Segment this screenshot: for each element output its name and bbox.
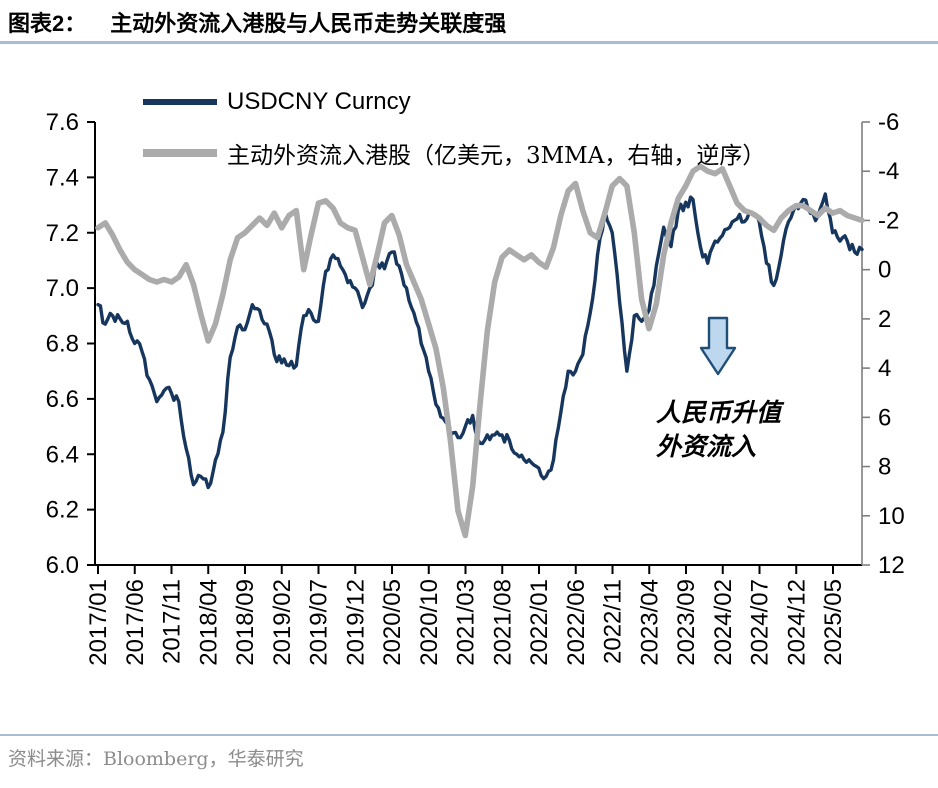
x-tick-label: 2023/09 <box>673 579 700 666</box>
chart-legend: USDCNY Curncy 主动外资流入港股（亿美元，3MMA，右轴，逆序） <box>143 88 765 170</box>
y-left-tick-label: 6.4 <box>46 441 79 468</box>
x-tick-label: 2025/05 <box>820 579 847 666</box>
y-right-tick-label: 12 <box>878 552 905 579</box>
chart-canvas: 2017/01 2017/06 2017/11 2018/04 2018/09 2019/… <box>46 109 905 666</box>
flow-line-swatch <box>143 149 217 157</box>
y-right-tick-label: 8 <box>878 454 891 481</box>
y-axis-left: 7.6 7.4 7.2 7.0 6.8 6.6 6.4 6.2 6.0 <box>46 109 96 579</box>
x-tick-label: 2017/11 <box>159 579 186 664</box>
y-left-tick-label: 6.0 <box>46 552 79 579</box>
y-left-tick-label: 7.2 <box>46 220 79 247</box>
x-tick-label: 2022/06 <box>563 579 590 666</box>
y-right-tick-label: 10 <box>878 503 905 530</box>
x-tick-label: 2022/11 <box>600 579 627 664</box>
x-tick-label: 2020/10 <box>416 579 443 666</box>
x-tick-label: 2019/12 <box>342 579 369 666</box>
x-tick-label: 2020/05 <box>379 579 406 666</box>
flow-line <box>95 163 865 539</box>
x-tick-label: 2024/07 <box>747 579 774 666</box>
x-tick-label: 2017/01 <box>85 579 112 666</box>
x-tick-label: 2021/03 <box>453 579 480 666</box>
figure-title-text: 主动外资流入港股与人民币走势关联度强 <box>110 11 507 36</box>
x-axis: 2017/01 2017/06 2017/11 2018/04 2018/09 2019/… <box>85 564 862 666</box>
x-tick-label: 2024/12 <box>783 579 810 666</box>
legend-item-usdcny: USDCNY Curncy <box>143 88 765 116</box>
down-arrow-icon <box>699 316 737 376</box>
chart-area: 2017/01 2017/06 2017/11 2018/04 2018/09 2019/… <box>0 60 938 732</box>
y-left-tick-label: 6.6 <box>46 386 79 413</box>
legend-item-flow: 主动外资流入港股（亿美元，3MMA，右轴，逆序） <box>143 136 765 170</box>
y-axis-right: -6 -4 -2 0 2 4 6 8 10 12 <box>861 109 905 579</box>
y-right-tick-label: 4 <box>878 355 891 382</box>
title-divider <box>0 41 938 44</box>
usdcny-line <box>96 192 864 490</box>
y-right-tick-label: -4 <box>878 158 899 185</box>
annotation-line2: 外资流入 <box>656 432 757 461</box>
source-note: 资料来源：Bloomberg，华泰研究 <box>8 748 304 770</box>
y-right-tick-label: 6 <box>878 404 891 431</box>
y-left-tick-label: 7.0 <box>46 275 79 302</box>
x-tick-label: 2017/06 <box>122 579 149 666</box>
x-tick-label: 2018/04 <box>195 579 222 666</box>
x-tick-label: 2019/07 <box>306 579 333 666</box>
x-tick-label: 2018/09 <box>232 579 259 666</box>
y-left-tick-label: 6.8 <box>46 331 79 358</box>
legend-label-usdcny: USDCNY Curncy <box>227 88 411 115</box>
x-tick-label: 2021/08 <box>489 579 516 666</box>
annotation-line1: 人民币升值 <box>656 398 782 427</box>
legend-label-flow: 主动外资流入港股（亿美元，3MMA，右轴，逆序） <box>227 143 766 169</box>
y-right-tick-label: 0 <box>878 257 891 284</box>
figure-title: 图表2： 主动外资流入港股与人民币走势关联度强 <box>8 6 506 38</box>
y-right-tick-label: -6 <box>878 109 899 136</box>
x-tick-label: 2023/04 <box>636 579 663 666</box>
usdcny-line-swatch <box>143 99 217 105</box>
x-tick-label: 2022/01 <box>526 579 553 666</box>
y-right-tick-label: 2 <box>878 306 891 333</box>
figure-label: 图表2： <box>8 11 87 36</box>
y-left-tick-label: 7.6 <box>46 109 79 136</box>
y-left-tick-label: 6.2 <box>46 497 79 524</box>
x-tick-label: 2024/02 <box>710 579 737 666</box>
footer-divider <box>0 734 938 736</box>
y-right-tick-label: -2 <box>878 207 899 234</box>
annotation-text: 人民币升值 外资流入 <box>656 396 781 464</box>
x-tick-label: 2019/02 <box>269 579 296 666</box>
y-left-tick-label: 7.4 <box>46 164 79 191</box>
